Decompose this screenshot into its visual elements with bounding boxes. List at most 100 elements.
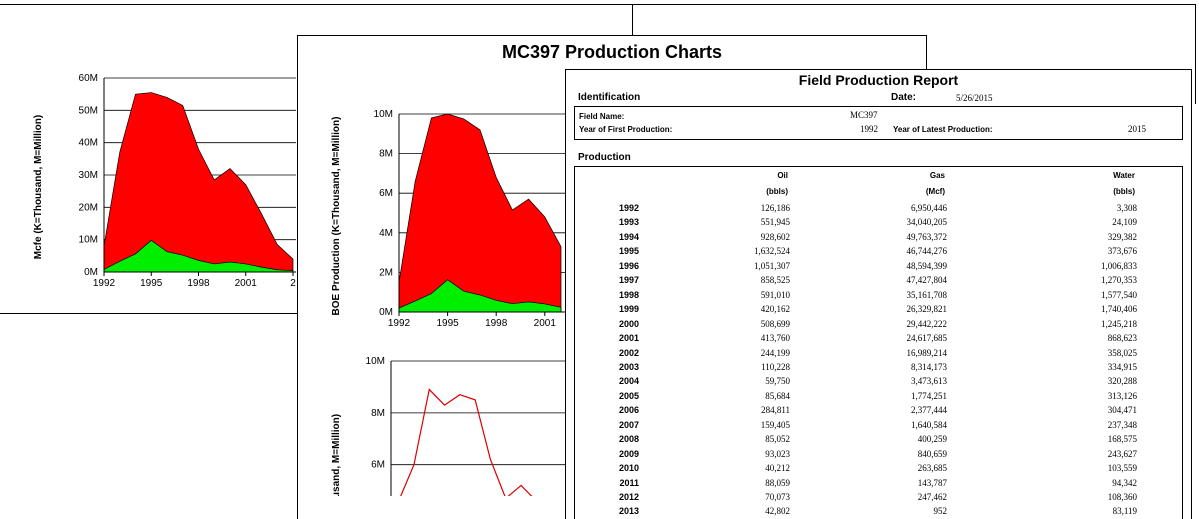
col-header-oil: Oil xyxy=(777,171,788,180)
row-water: 1,270,353 xyxy=(1101,275,1137,286)
row-year: 2000 xyxy=(618,318,639,329)
table-row: 1992 126,186 6,950,446 3,308 xyxy=(575,203,1184,217)
boe-chart: BOE Production (K=Thousand, M=Million) 0… xyxy=(331,109,566,329)
mcfe-x-tick-label: 2001 xyxy=(235,278,258,289)
row-water: 313,126 xyxy=(1107,390,1137,401)
boe-x-tick-label: 1995 xyxy=(436,318,459,329)
row-year: 2002 xyxy=(618,347,639,358)
row-water: 3,308 xyxy=(1116,203,1137,213)
line-y-tick-label: 10M xyxy=(366,356,385,367)
row-oil: 159,405 xyxy=(760,419,790,430)
field-name-label: Field Name: xyxy=(579,112,625,121)
table-row: 1996 1,051,307 48,594,399 1,006,833 xyxy=(575,261,1184,275)
table-row: 2012 70,073 247,462 108,360 xyxy=(575,492,1184,506)
date-value: 5/26/2015 xyxy=(956,93,993,103)
table-row: 2004 59,750 3,473,613 320,288 xyxy=(575,376,1184,390)
row-year: 2012 xyxy=(618,492,639,502)
table-row: 2000 508,699 29,442,222 1,245,218 xyxy=(575,319,1184,333)
first-production-value: 1992 xyxy=(860,124,878,134)
table-row: 2009 93,023 840,659 243,627 xyxy=(575,449,1184,463)
mcfe-x-tick-label: 1998 xyxy=(187,278,210,289)
row-water: 334,915 xyxy=(1107,361,1137,372)
row-oil: 244,199 xyxy=(760,347,790,358)
row-year: 1994 xyxy=(618,231,639,242)
row-gas: 47,427,804 xyxy=(906,275,948,286)
production-table: Oil (bbls) Gas (Mcf) Water (bbls) 1992 12… xyxy=(574,166,1183,519)
table-row: 2007 159,405 1,640,584 237,348 xyxy=(575,420,1184,434)
row-oil: 928,602 xyxy=(760,231,790,242)
row-gas: 247,462 xyxy=(917,492,947,502)
col-unit-oil: (bbls) xyxy=(766,187,788,196)
row-oil: 413,760 xyxy=(760,333,790,344)
row-oil: 93,023 xyxy=(765,448,790,459)
boe-x-tick-label: 1992 xyxy=(388,318,411,329)
table-row: 1998 591,010 35,161,708 1,577,540 xyxy=(575,290,1184,304)
mcfe-y-tick-label: 60M xyxy=(79,73,98,84)
row-oil: 59,750 xyxy=(765,376,790,387)
row-gas: 46,744,276 xyxy=(906,246,948,257)
row-year: 2013 xyxy=(618,506,639,517)
row-year: 1999 xyxy=(618,304,639,315)
row-year: 2010 xyxy=(618,463,639,474)
col-unit-water: (bbls) xyxy=(1113,187,1135,196)
row-water: 237,348 xyxy=(1107,419,1137,430)
boe-y-axis-label: BOE Production (K=Thousand, M=Million) xyxy=(331,117,342,316)
row-water: 108,360 xyxy=(1107,492,1137,502)
row-water: 243,627 xyxy=(1107,448,1137,459)
row-year: 2004 xyxy=(618,376,639,387)
field-name-value: MC397 xyxy=(850,110,878,120)
table-row: 1993 551,945 34,040,205 24,109 xyxy=(575,217,1184,231)
table-row: 1997 858,525 47,427,804 1,270,353 xyxy=(575,275,1184,289)
row-water: 103,559 xyxy=(1107,463,1137,474)
row-oil: 858,525 xyxy=(760,275,790,286)
row-year: 1997 xyxy=(618,275,639,286)
col-header-water: Water xyxy=(1113,171,1135,180)
mcfe-y-axis-label: Mcfe (K=Thousand, M=Million) xyxy=(33,115,44,259)
row-year: 1993 xyxy=(618,217,639,228)
row-gas: 26,329,821 xyxy=(906,304,948,315)
table-row: 1999 420,162 26,329,821 1,740,406 xyxy=(575,304,1184,318)
row-water: 320,288 xyxy=(1107,376,1137,387)
row-gas: 2,377,444 xyxy=(911,405,947,416)
mcfe-y-tick-label: 50M xyxy=(79,105,98,116)
row-water: 304,471 xyxy=(1107,405,1137,416)
boe-x-tick-label: 2001 xyxy=(534,318,557,329)
row-gas: 952 xyxy=(933,506,948,517)
row-gas: 400,259 xyxy=(917,434,947,445)
row-year: 1992 xyxy=(618,203,639,213)
row-year: 2009 xyxy=(618,448,639,459)
mcfe-y-tick-label: 30M xyxy=(79,170,98,181)
table-row: 2013 42,802 952 83,119 xyxy=(575,506,1184,519)
first-production-label: Year of First Production: xyxy=(579,125,673,134)
row-water: 83,119 xyxy=(1112,506,1137,517)
row-year: 2007 xyxy=(618,419,639,430)
row-oil: 591,010 xyxy=(760,289,790,300)
boe-y-tick-label: 4M xyxy=(379,228,393,239)
row-water: 1,006,833 xyxy=(1101,260,1137,271)
boe-y-tick-label: 8M xyxy=(379,149,393,160)
boe-y-tick-label: 6M xyxy=(379,188,393,199)
table-row: 2003 110,228 8,314,173 334,915 xyxy=(575,362,1184,376)
table-row: 2006 284,811 2,377,444 304,471 xyxy=(575,405,1184,419)
row-year: 2011 xyxy=(619,477,639,488)
identification-heading: Identification xyxy=(578,92,641,103)
row-oil: 508,699 xyxy=(760,318,790,329)
row-year: 2005 xyxy=(618,390,639,401)
production-heading: Production xyxy=(578,152,631,163)
mcfe-series-oil-area xyxy=(103,239,294,273)
row-gas: 24,617,685 xyxy=(906,333,948,344)
row-water: 168,575 xyxy=(1107,434,1137,445)
mcfe-series-gas-area xyxy=(103,92,294,273)
mcfe-chart: Mcfe (K=Thousand, M=Million) 0M 10M 20M 30M… xyxy=(33,73,296,289)
row-oil: 1,632,524 xyxy=(754,246,790,257)
row-year: 2003 xyxy=(618,361,639,372)
boe-series-oil-area xyxy=(398,279,562,313)
row-year: 1995 xyxy=(618,246,639,257)
row-year: 2001 xyxy=(618,333,639,344)
identification-box: Field Name: MC397 Year of First Producti… xyxy=(574,106,1183,140)
boe-series-gas-area xyxy=(398,113,562,313)
row-water: 1,740,406 xyxy=(1101,304,1137,315)
row-water: 329,382 xyxy=(1107,231,1137,242)
mcfe-y-tick-label: 20M xyxy=(79,202,98,213)
table-row: 2011 88,059 143,787 94,342 xyxy=(575,478,1184,492)
